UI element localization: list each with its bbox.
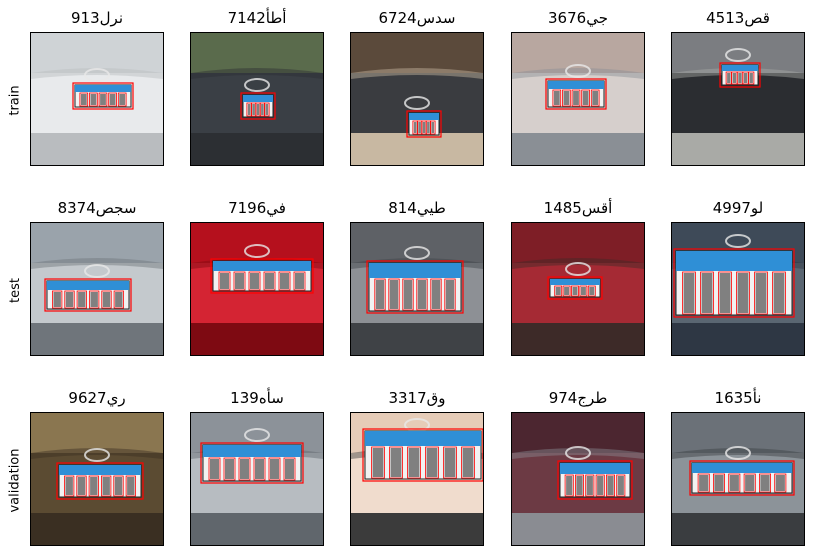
plate-label-title: 974طرج — [548, 389, 608, 407]
car-plate-photo — [30, 222, 164, 356]
plate-label-title: 1485أقس — [543, 199, 613, 217]
row-label-text: test — [7, 277, 23, 303]
plate-label-title: 6724سدس — [378, 9, 456, 27]
plate-label-title: 7142أطأ — [227, 9, 287, 27]
car-plate-photo — [671, 412, 805, 546]
plate-label-title: 913نرل — [71, 9, 123, 27]
car-plate-photo — [30, 412, 164, 546]
plate-label-title: 8374سجص — [57, 199, 137, 217]
car-plate-photo — [350, 32, 484, 166]
plate-label-title: 9627ري — [68, 389, 126, 407]
car-plate-photo — [350, 222, 484, 356]
car-plate-photo — [671, 32, 805, 166]
plate-label-title: 814طيي — [388, 199, 446, 217]
row-label-train: train — [2, 33, 28, 167]
car-plate-photo — [30, 32, 164, 166]
plate-label-title: 3317وق — [388, 389, 446, 407]
plate-label-title: 7196في — [228, 199, 286, 217]
plate-label-title: 4513قص — [706, 9, 770, 27]
car-plate-photo — [511, 32, 645, 166]
car-plate-photo — [190, 412, 324, 546]
row-label-text: validation — [7, 447, 23, 513]
car-plate-photo — [190, 222, 324, 356]
car-plate-photo — [511, 222, 645, 356]
car-plate-photo — [190, 32, 324, 166]
plate-label-title: 4997لو — [712, 199, 764, 217]
plate-label-title: 3676جي — [548, 9, 608, 27]
car-plate-photo — [350, 412, 484, 546]
car-plate-photo — [511, 412, 645, 546]
row-label-text: train — [7, 84, 23, 116]
plate-label-title: 1635نأ — [714, 389, 762, 407]
plate-label-title: 139سأه — [230, 389, 284, 407]
car-plate-photo — [671, 222, 805, 356]
row-label-validation: validation — [2, 413, 28, 547]
row-label-test: test — [2, 223, 28, 357]
